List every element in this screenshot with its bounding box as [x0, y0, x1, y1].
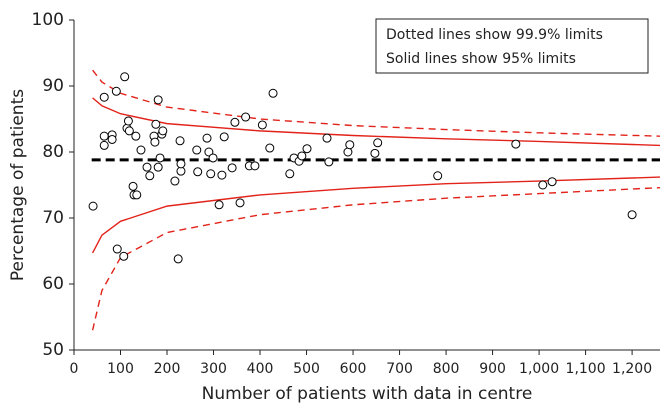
y-tick-label: 80 [42, 142, 64, 162]
point [136, 145, 146, 155]
x-tick-label: 700 [386, 361, 413, 377]
point [204, 147, 214, 157]
x-tick-label: 1,200 [612, 361, 652, 377]
point [297, 151, 307, 161]
point [538, 180, 548, 190]
point [107, 134, 117, 144]
point [145, 171, 155, 181]
y-tick-label: 100 [32, 10, 64, 30]
point [119, 251, 129, 261]
point [227, 163, 237, 173]
point [265, 143, 275, 153]
y-tick-label: 50 [42, 340, 64, 360]
point [302, 144, 312, 154]
x-axis-label: Number of patients with data in centre [202, 384, 533, 404]
point [175, 136, 185, 146]
point [324, 157, 334, 167]
point [257, 120, 267, 130]
x-tick-label: 800 [433, 361, 460, 377]
limit-line [92, 97, 661, 147]
point [111, 86, 121, 96]
x-tick-label: 500 [293, 361, 320, 377]
point [142, 162, 152, 172]
point [153, 95, 163, 105]
point [193, 167, 203, 177]
point [202, 133, 212, 143]
y-tick-label: 70 [42, 208, 64, 228]
point [235, 198, 245, 208]
y-tick-label: 60 [42, 274, 64, 294]
point [155, 153, 165, 163]
point [370, 148, 380, 158]
x-tick-label: 400 [247, 361, 274, 377]
point [128, 181, 138, 191]
point [150, 137, 160, 147]
limit-line [92, 69, 661, 137]
point [132, 190, 142, 200]
point [151, 119, 161, 129]
x-tick-label: 300 [200, 361, 227, 377]
x-tick-label: 200 [154, 361, 181, 377]
point [322, 133, 332, 143]
legend-box [375, 18, 649, 74]
point [124, 126, 134, 136]
point [547, 177, 557, 187]
limit-line [91, 176, 661, 254]
point [123, 116, 133, 126]
y-tick-label: 90 [42, 76, 64, 96]
x-tick-label: 100 [107, 361, 134, 377]
point [192, 145, 202, 155]
point [241, 112, 251, 122]
x-tick-label: 1,000 [519, 361, 559, 377]
point [345, 140, 355, 150]
point [627, 210, 637, 220]
point [511, 139, 521, 149]
point [285, 169, 295, 179]
point [230, 117, 240, 127]
point [99, 92, 109, 102]
point [217, 170, 227, 180]
legend-note: Dotted lines show 99.9% limits [386, 27, 603, 43]
point [173, 254, 183, 264]
y-axis-label: Percentage of patients [8, 89, 28, 281]
point [343, 147, 353, 157]
x-tick-label: 0 [70, 361, 79, 377]
point [268, 88, 278, 98]
point [112, 244, 122, 254]
point [433, 171, 443, 181]
legend-note: Solid lines show 95% limits [386, 51, 576, 67]
point [206, 169, 216, 179]
point [153, 162, 163, 172]
point [131, 131, 141, 141]
point [99, 140, 109, 150]
point [99, 131, 109, 141]
point [208, 153, 218, 163]
point [219, 132, 229, 142]
point [158, 126, 168, 136]
point [176, 159, 186, 169]
limit-line [91, 186, 661, 331]
point [373, 138, 383, 148]
x-tick-label: 1,100 [566, 361, 606, 377]
x-tick-label: 600 [340, 361, 367, 377]
point [214, 200, 224, 210]
point [170, 176, 180, 186]
point [88, 201, 98, 211]
point [250, 161, 260, 171]
x-tick-label: 900 [479, 361, 506, 377]
point [120, 72, 130, 82]
